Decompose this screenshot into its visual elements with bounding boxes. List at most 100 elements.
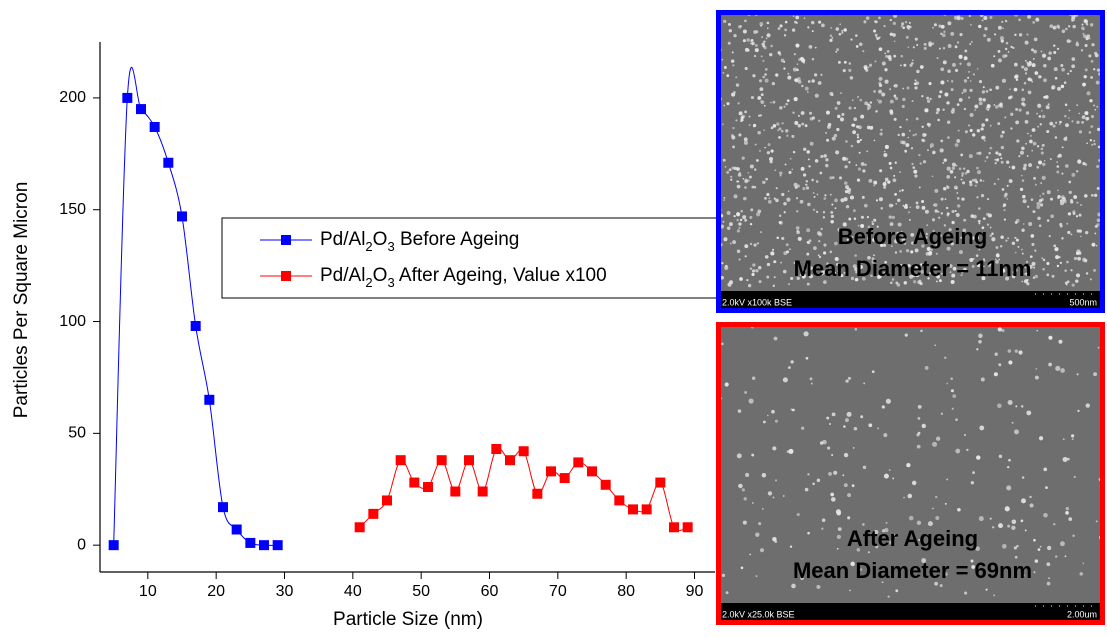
- particle: [749, 242, 753, 246]
- particle: [901, 132, 906, 137]
- particle: [901, 237, 906, 242]
- particle: [962, 167, 966, 170]
- particle: [737, 409, 742, 413]
- particle: [911, 480, 917, 486]
- particle: [843, 425, 846, 428]
- particle: [1054, 247, 1059, 252]
- particle: [1067, 230, 1071, 235]
- particle: [940, 139, 944, 143]
- particle: [1021, 248, 1023, 251]
- particle: [1045, 486, 1048, 490]
- particle: [1037, 103, 1042, 108]
- data-point: [423, 482, 433, 493]
- particle: [1097, 346, 1100, 349]
- particle: [1010, 112, 1014, 116]
- data-point: [368, 508, 379, 519]
- particle: [748, 398, 754, 404]
- particle: [774, 169, 777, 172]
- particle: [736, 249, 741, 253]
- particle: [878, 76, 883, 81]
- particle: [1075, 42, 1080, 47]
- particle: [930, 248, 933, 251]
- particle: [741, 114, 746, 119]
- particle: [1053, 244, 1056, 248]
- particle: [923, 46, 927, 50]
- particle: [843, 181, 848, 185]
- particle: [970, 559, 974, 563]
- particle: [1069, 69, 1072, 73]
- particle: [1040, 182, 1043, 184]
- particle: [848, 68, 852, 72]
- particle: [843, 483, 848, 488]
- particle: [934, 581, 939, 586]
- particle: [751, 269, 756, 273]
- data-point: [464, 455, 474, 466]
- particle: [903, 241, 907, 245]
- particle: [807, 158, 810, 161]
- particle: [914, 133, 918, 136]
- particle: [1046, 261, 1050, 266]
- particle: [1031, 80, 1034, 83]
- particle: [810, 382, 813, 385]
- particle: [1083, 75, 1087, 79]
- particle: [858, 151, 861, 154]
- particle: [825, 158, 829, 162]
- particle: [770, 101, 772, 104]
- particle: [924, 209, 929, 214]
- particle: [1000, 160, 1004, 164]
- legend-label: Pd/Al2O3 Before Ageing: [320, 229, 519, 254]
- particle: [730, 59, 735, 63]
- particle: [1041, 143, 1045, 147]
- particle: [914, 86, 918, 90]
- particle: [765, 177, 769, 181]
- particle: [956, 197, 960, 200]
- particle: [742, 520, 747, 525]
- particle: [931, 218, 936, 222]
- particle: [815, 180, 819, 183]
- particle: [940, 32, 943, 36]
- particle: [911, 100, 914, 103]
- particle: [950, 377, 953, 380]
- particle: [806, 228, 811, 233]
- particle: [726, 171, 730, 174]
- particle: [1024, 266, 1027, 269]
- image-caption: Mean Diameter = 11nm: [794, 256, 1032, 281]
- particle: [812, 208, 816, 211]
- particle: [1081, 120, 1085, 124]
- particle: [801, 122, 805, 126]
- particle: [954, 45, 958, 49]
- particle: [793, 53, 796, 56]
- particle: [867, 225, 871, 229]
- particle: [984, 160, 987, 162]
- particle: [804, 487, 809, 492]
- particle: [809, 111, 813, 115]
- particle: [884, 52, 887, 55]
- particle: [726, 210, 731, 216]
- particle: [759, 87, 764, 92]
- particle: [773, 197, 776, 200]
- particle: [772, 248, 775, 251]
- particle: [981, 136, 985, 140]
- particle: [862, 50, 865, 53]
- particle: [741, 488, 745, 492]
- particle: [932, 26, 934, 29]
- particle: [730, 134, 734, 137]
- particle: [895, 202, 898, 205]
- particle: [763, 181, 766, 184]
- particle: [851, 539, 854, 542]
- particle: [946, 120, 951, 124]
- particle: [818, 240, 821, 243]
- particle: [917, 280, 922, 285]
- particle: [834, 256, 839, 262]
- particle: [848, 106, 852, 110]
- particle: [1018, 33, 1023, 37]
- particle: [1041, 114, 1046, 119]
- particle: [912, 46, 915, 49]
- particle: [1011, 525, 1016, 530]
- particle: [836, 534, 841, 539]
- particle: [1043, 160, 1046, 162]
- particle: [1034, 375, 1039, 380]
- particle: [1004, 54, 1008, 58]
- particle: [831, 136, 836, 141]
- particle: [998, 152, 1002, 157]
